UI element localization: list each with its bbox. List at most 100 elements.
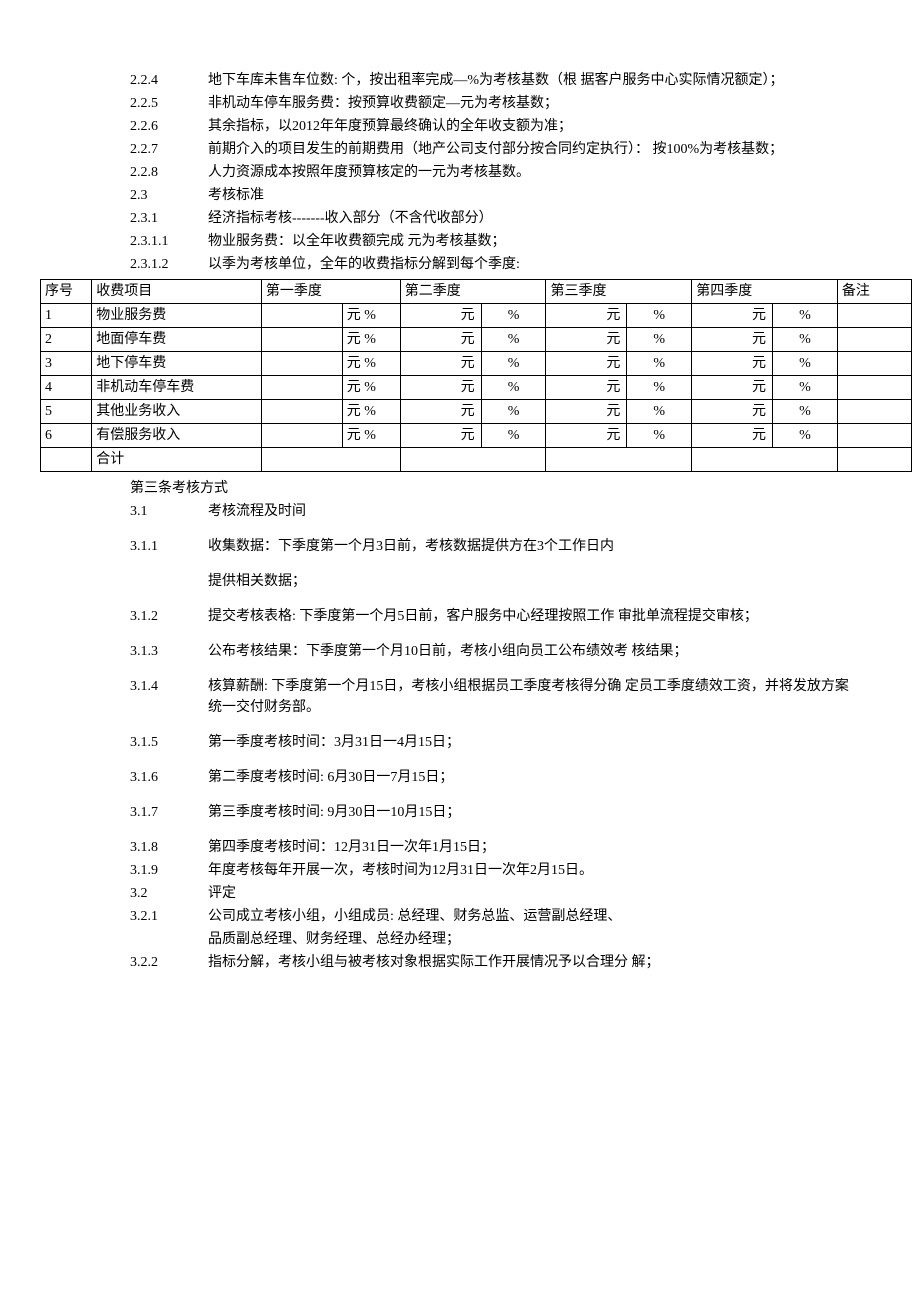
item-number: 2.3.1.1 [130,231,208,252]
table-row: 3地下停车费元 %元%元%元% [41,352,912,376]
header-q1: 第一季度 [261,280,400,304]
header-remark: 备注 [837,280,911,304]
list-item: 3.1.1收集数据：下季度第一个月3日前，考核数据提供方在3个工作日内 [130,536,860,557]
list-item: 3.1.4核算薪酬: 下季度第一个月15日，考核小组根据员工季度考核得分确 定员… [130,676,860,718]
item-text: 第二季度考核时间: 6月30日一7月15日； [208,767,860,788]
cell-q3-yuan: 元 [546,328,627,352]
section-2-list: 2.2.4地下车库未售车位数: 个，按出租率完成—%为考核基数（根 据客户服务中… [40,70,880,275]
cell-q4-yuan: 元 [692,328,773,352]
item-number: 2.2.8 [130,162,208,183]
item-text: 其余指标，以2012年年度预算最终确认的全年收支额为准； [208,116,860,137]
item-number: 3.1 [130,501,208,522]
item-number: 2.3.1.2 [130,254,208,275]
item-number: 2.3.1 [130,208,208,229]
item-text: 考核流程及时间 [208,501,860,522]
item-text: 年度考核每年开展一次，考核时间为12月31日一次年2月15日。 [208,860,860,881]
cell-remark [837,328,911,352]
cell-q4-pct: % [773,400,838,424]
cell-q3-yuan: 元 [546,376,627,400]
cell-q2-pct: % [481,424,546,448]
list-item: 2.2.8人力资源成本按照年度预算核定的一元为考核基数。 [130,162,860,183]
item-text: 评定 [208,883,860,904]
item-text: 经济指标考核-------收入部分（不含代收部分） [208,208,860,229]
cell-q2-yuan: 元 [400,352,481,376]
cell-idx: 1 [41,304,92,328]
item-number: 2.2.4 [130,70,208,91]
cell-q1-value [261,304,342,328]
table-row: 1物业服务费元 %元%元%元% [41,304,912,328]
cell-q2-pct: % [481,328,546,352]
item-text: 第四季度考核时间：12月31日一次年1月15日； [208,837,860,858]
cell-q2-yuan: 元 [400,424,481,448]
cell-q1-value [261,424,342,448]
item-number: 3.2.1 [130,906,208,927]
cell-q4-pct: % [773,424,838,448]
cell-q4-yuan: 元 [692,400,773,424]
cell-q3-pct: % [627,424,692,448]
list-item: 2.3考核标准 [130,185,860,206]
header-q4: 第四季度 [692,280,838,304]
cell-q3-yuan: 元 [546,400,627,424]
list-item: 3.1考核流程及时间 [130,501,860,522]
cell-q2-pct: % [481,376,546,400]
cell-q4-pct: % [773,328,838,352]
item-text: 前期介入的项目发生的前期费用（地产公司支付部分按合同约定执行）： 按100%为考… [208,139,860,160]
list-item: 3.1.3公布考核结果：下季度第一个月10日前，考核小组向员工公布绩效考 核结果… [130,641,860,662]
cell-remark [837,400,911,424]
item-number: 3.1.6 [130,767,208,788]
item-text: 公布考核结果：下季度第一个月10日前，考核小组向员工公布绩效考 核结果； [208,641,860,662]
item-text: 人力资源成本按照年度预算核定的一元为考核基数。 [208,162,860,183]
total-label: 合计 [92,448,262,472]
cell-idx: 4 [41,376,92,400]
cell-idx: 6 [41,424,92,448]
cell-item: 物业服务费 [92,304,262,328]
list-item: 3.1.8第四季度考核时间：12月31日一次年1月15日； [130,837,860,858]
cell-q1-value [261,376,342,400]
item-text: 物业服务费：以全年收费额完成 元为考核基数； [208,231,860,252]
item-number: 3.1.5 [130,732,208,753]
item-number: 3.1.2 [130,606,208,627]
cell-idx: 5 [41,400,92,424]
item-text: 考核标准 [208,185,860,206]
header-q2: 第二季度 [400,280,546,304]
list-item: 2.2.4地下车库未售车位数: 个，按出租率完成—%为考核基数（根 据客户服务中… [130,70,860,91]
item-text: 非机动车停车服务费：按预算收费额定—元为考核基数； [208,93,860,114]
section-3-list: 3.1考核流程及时间 3.1.1收集数据：下季度第一个月3日前，考核数据提供方在3… [40,501,880,973]
table-header-row: 序号 收费项目 第一季度 第二季度 第三季度 第四季度 备注 [41,280,912,304]
cell-q3-yuan: 元 [546,304,627,328]
item-text: 指标分解，考核小组与被考核对象根据实际工作开展情况予以合理分 解； [208,952,860,973]
item-number: 2.3 [130,185,208,206]
cell-q3-yuan: 元 [546,424,627,448]
cell-idx: 2 [41,328,92,352]
item-number: 3.1.8 [130,837,208,858]
item-number: 3.1.7 [130,802,208,823]
list-item: 3.1.6第二季度考核时间: 6月30日一7月15日； [130,767,860,788]
header-idx: 序号 [41,280,92,304]
item-text: 地下车库未售车位数: 个，按出租率完成—%为考核基数（根 据客户服务中心实际情况… [208,70,860,91]
table-total-row: 合计 [41,448,912,472]
cell-q4-yuan: 元 [692,352,773,376]
cell-q1-value [261,328,342,352]
cell-q1-unit: 元 % [342,352,400,376]
list-item: 2.2.6其余指标，以2012年年度预算最终确认的全年收支额为准； [130,116,860,137]
cell-item: 有偿服务收入 [92,424,262,448]
list-item: 3.1.7第三季度考核时间: 9月30日一10月15日； [130,802,860,823]
cell-q4-pct: % [773,352,838,376]
list-item: 2.3.1.2以季为考核单位，全年的收费指标分解到每个季度: [130,254,860,275]
item-text: 核算薪酬: 下季度第一个月15日，考核小组根据员工季度考核得分确 定员工季度绩效… [208,676,860,718]
cell-q2-yuan: 元 [400,328,481,352]
list-item: 3.1.9年度考核每年开展一次，考核时间为12月31日一次年2月15日。 [130,860,860,881]
cell-item: 地下停车费 [92,352,262,376]
cell-item: 其他业务收入 [92,400,262,424]
cell-q3-pct: % [627,376,692,400]
list-item: 3.2评定 [130,883,860,904]
section-3-title: 第三条考核方式 [40,478,880,499]
cell-q3-pct: % [627,400,692,424]
item-text: 提交考核表格: 下季度第一个月5日前，客户服务中心经理按照工作 审批单流程提交审… [208,606,860,627]
list-item: 2.3.1经济指标考核-------收入部分（不含代收部分） [130,208,860,229]
list-item: 3.2.1公司成立考核小组，小组成员: 总经理、财务总监、运营副总经理、 [130,906,860,927]
item-number: 2.2.7 [130,139,208,160]
item-text-cont: 提供相关数据； [130,571,860,592]
list-item: 2.2.7前期介入的项目发生的前期费用（地产公司支付部分按合同约定执行）： 按1… [130,139,860,160]
header-q3: 第三季度 [546,280,692,304]
